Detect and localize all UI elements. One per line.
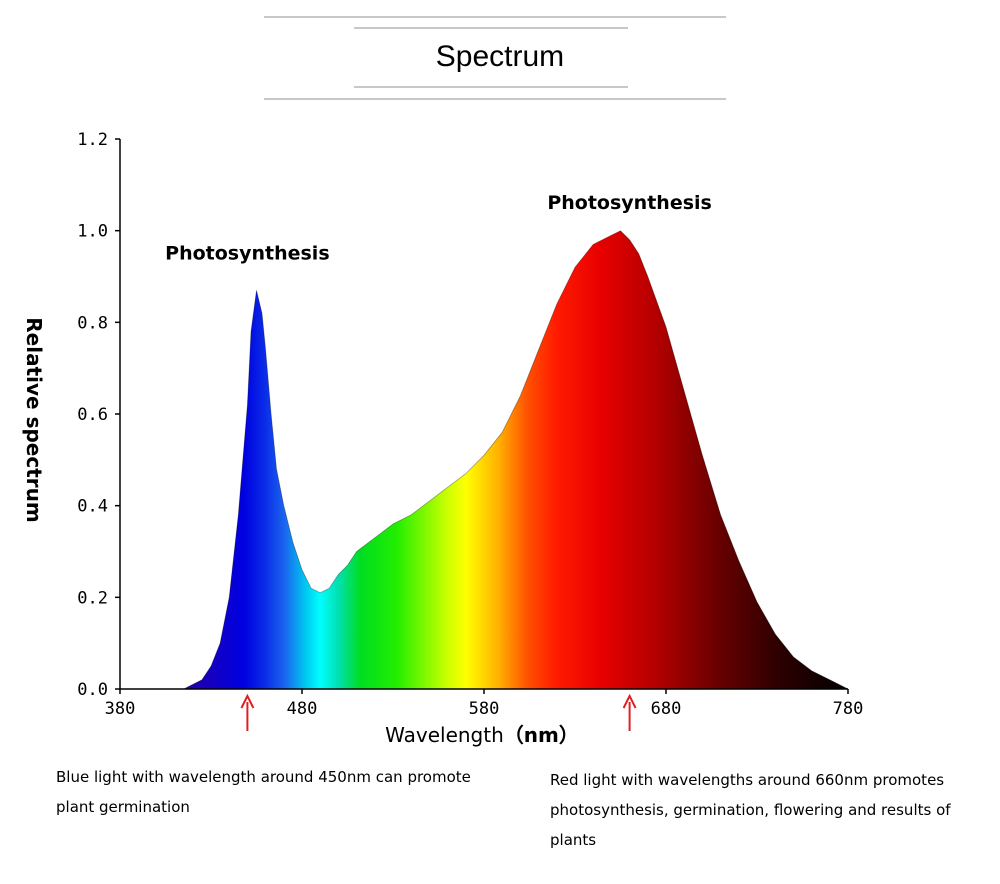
x-axis-title: Wavelength（nm） [385,723,579,747]
x-tick-label: 780 [833,699,864,719]
y-tick-label: 0.4 [77,497,108,517]
page-title: Spectrum [435,40,565,73]
caption-red-light: Red light with wavelengths around 660nm … [550,771,951,849]
x-tick-label: 480 [287,699,318,719]
header-line-top [264,16,726,18]
x-tick-label: 580 [469,699,500,719]
y-tick-label: 0.6 [77,405,108,425]
annotations-layer: Photosynthesis Photosynthesis [165,192,712,731]
spectrum-area [120,230,848,689]
annotation-photosynthesis-2: Photosynthesis [547,192,712,214]
spectrum-outline [120,230,849,690]
y-tick-label: 1.0 [77,222,108,242]
header-line-inner-top [354,27,628,29]
y-tick-label: 0.8 [77,313,108,333]
caption-blue-light: Blue light with wavelength around 450nm … [56,768,471,816]
annotation-photosynthesis-1: Photosynthesis [165,243,330,265]
y-tick-label: 0.2 [77,588,108,608]
plot-area [120,230,849,690]
y-axis-title: Relative spectrum [22,317,46,522]
marker-arrow-450 [240,693,255,731]
marker-arrow-660 [622,693,637,731]
x-tick-label: 680 [651,699,682,719]
x-tick-label: 380 [105,699,136,719]
y-tick-label: 0.0 [77,680,108,700]
x-axis-unit: （nm） [504,723,579,747]
header-line-bottom [264,98,726,100]
header-line-inner-bottom [354,86,628,88]
x-axis-title-text: Wavelength [385,723,504,747]
y-tick-label: 1.2 [77,130,108,150]
axes: 0.0 0.2 0.4 0.6 0.8 1.0 1.2 380 480 580 680 780 Wave… [22,130,863,747]
